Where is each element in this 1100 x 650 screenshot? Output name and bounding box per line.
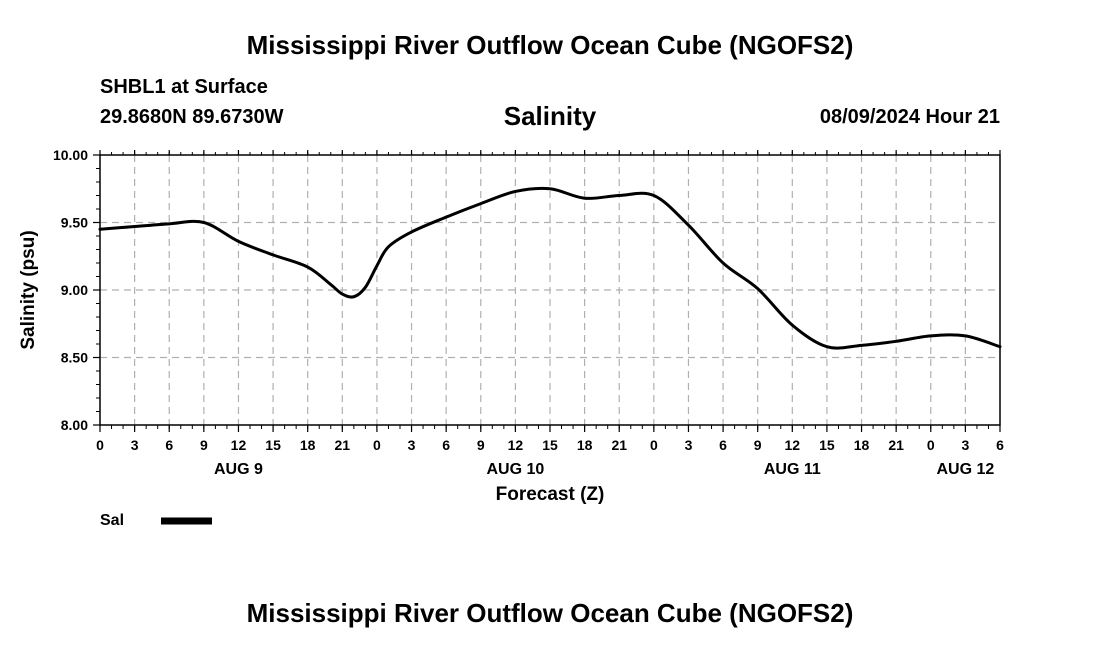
x-tick-label: 0 [96, 437, 104, 453]
x-tick-label: 18 [300, 437, 316, 453]
legend-label: Sal [100, 512, 124, 529]
x-tick-label: 18 [854, 437, 870, 453]
x-tick-label: 3 [961, 437, 969, 453]
x-tick-label: 3 [408, 437, 416, 453]
x-tick-label: 21 [888, 437, 904, 453]
x-tick-label: 6 [442, 437, 450, 453]
y-tick-label: 10.00 [53, 147, 88, 163]
day-label: AUG 10 [486, 461, 544, 478]
x-tick-label: 0 [927, 437, 935, 453]
station-label: SHBL1 at Surface [100, 76, 268, 98]
x-axis-title: Forecast (Z) [496, 484, 605, 505]
x-tick-label: 21 [611, 437, 627, 453]
grid-layer [100, 155, 1000, 425]
y-tick-label: 9.50 [61, 215, 88, 231]
x-tick-label: 9 [754, 437, 762, 453]
x-tick-label: 0 [650, 437, 658, 453]
x-tick-label: 12 [508, 437, 524, 453]
series-layer [98, 186, 1002, 350]
day-label: AUG 9 [214, 461, 263, 478]
x-tick-label: 0 [373, 437, 381, 453]
series-line-sal [98, 186, 1002, 350]
x-tick-label: 15 [542, 437, 558, 453]
x-tick-label: 9 [200, 437, 208, 453]
x-tick-label: 6 [165, 437, 173, 453]
chart-main-title: Mississippi River Outflow Ocean Cube (NG… [246, 30, 854, 60]
y-tick-label: 9.00 [61, 282, 88, 298]
x-tick-label: 9 [477, 437, 485, 453]
label-layer: 8.00 8.50 9.00 9.50 10.00 0 3 6 9 12 15 18 21 0 3 6 9 12 1… [53, 147, 1004, 478]
x-tick-label: 6 [996, 437, 1004, 453]
x-tick-label: 3 [131, 437, 139, 453]
x-tick-label: 12 [231, 437, 247, 453]
footer-title: Mississippi River Outflow Ocean Cube (NG… [246, 598, 854, 628]
x-tick-label: 15 [265, 437, 281, 453]
x-tick-label: 12 [785, 437, 801, 453]
y-tick-label: 8.50 [61, 350, 88, 366]
x-tick-label: 6 [719, 437, 727, 453]
day-label: AUG 12 [936, 461, 994, 478]
x-tick-label: 15 [819, 437, 835, 453]
tick-layer [93, 150, 1001, 432]
variable-title: Salinity [503, 101, 597, 131]
y-axis-title: Salinity (psu) [18, 230, 39, 349]
y-tick-label: 8.00 [61, 417, 88, 433]
station-coordinates: 29.8680N 89.6730W [100, 106, 284, 128]
x-tick-label: 21 [335, 437, 351, 453]
day-label: AUG 11 [764, 461, 821, 478]
x-tick-label: 3 [685, 437, 693, 453]
x-tick-label: 18 [577, 437, 593, 453]
forecast-datetime: 08/09/2024 Hour 21 [819, 106, 1000, 128]
